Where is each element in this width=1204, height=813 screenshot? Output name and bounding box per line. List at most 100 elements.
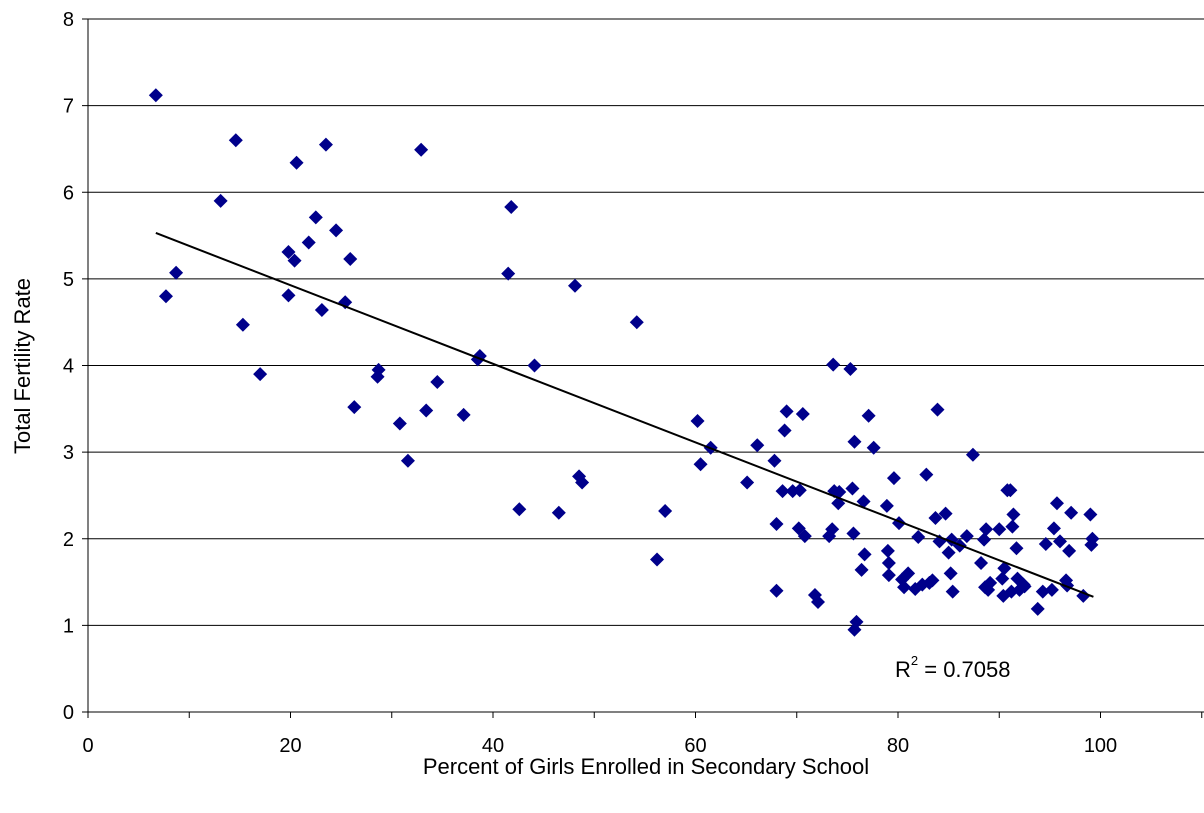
data-point xyxy=(650,552,665,567)
data-point xyxy=(1030,601,1045,616)
data-point xyxy=(430,374,445,389)
data-point xyxy=(826,357,841,372)
data-point xyxy=(1062,543,1077,558)
data-point xyxy=(979,522,994,537)
data-point xyxy=(1003,483,1018,498)
x-tick-label: 20 xyxy=(279,735,301,757)
data-point xyxy=(213,193,228,208)
data-point xyxy=(1006,507,1021,522)
data-point xyxy=(551,505,566,520)
data-point xyxy=(400,453,415,468)
data-point xyxy=(797,529,812,544)
data-point xyxy=(228,133,243,148)
data-point xyxy=(343,251,358,266)
data-point xyxy=(880,543,895,558)
data-point xyxy=(575,475,590,490)
data-point xyxy=(811,594,826,609)
data-point xyxy=(857,547,872,562)
data-point xyxy=(769,583,784,598)
data-point xyxy=(930,402,945,417)
data-point xyxy=(881,568,896,583)
trendline xyxy=(155,232,1094,598)
x-tick-label: 100 xyxy=(1084,735,1117,757)
data-point xyxy=(911,530,926,545)
data-point xyxy=(740,475,755,490)
r-squared-annotation: R2 = 0.7058 xyxy=(895,653,1011,682)
y-tick-label: 8 xyxy=(63,9,74,31)
y-tick-label: 6 xyxy=(63,182,74,204)
data-point xyxy=(938,506,953,521)
data-point xyxy=(843,361,858,376)
data-point xyxy=(658,504,673,519)
data-point xyxy=(881,556,896,571)
data-point xyxy=(854,562,869,577)
data-point xyxy=(281,245,296,260)
data-points xyxy=(148,88,1100,637)
y-tick-label: 1 xyxy=(63,615,74,637)
data-point xyxy=(1005,519,1020,534)
data-point xyxy=(925,573,940,588)
data-point xyxy=(795,407,810,422)
data-point xyxy=(1049,496,1064,511)
data-point xyxy=(901,566,916,581)
data-point xyxy=(371,362,386,377)
data-point xyxy=(158,289,173,304)
data-point xyxy=(392,416,407,431)
data-point xyxy=(1053,534,1067,549)
data-point xyxy=(329,223,344,238)
data-point xyxy=(235,317,250,332)
data-point xyxy=(886,471,901,486)
x-tick-label: 60 xyxy=(684,735,706,757)
x-axis-title: Percent of Girls Enrolled in Secondary S… xyxy=(423,754,869,779)
data-point xyxy=(846,526,861,541)
y-tick-label: 2 xyxy=(63,529,74,551)
data-point xyxy=(253,367,268,382)
data-point xyxy=(992,522,1007,537)
data-point xyxy=(769,517,784,532)
data-point xyxy=(832,484,847,499)
data-point xyxy=(1046,521,1061,536)
r-superscript: 2 xyxy=(911,653,918,668)
data-point xyxy=(289,155,304,170)
data-point xyxy=(845,481,860,496)
data-point xyxy=(1064,505,1079,520)
y-tick-label: 3 xyxy=(63,442,74,464)
data-point xyxy=(775,484,790,499)
data-point xyxy=(690,413,705,428)
data-point xyxy=(318,137,333,152)
data-point xyxy=(1038,536,1053,551)
data-point xyxy=(897,580,912,595)
data-point xyxy=(1017,579,1032,594)
data-point xyxy=(568,278,583,293)
data-point xyxy=(983,575,998,590)
data-point xyxy=(308,210,323,225)
data-point xyxy=(943,566,958,581)
data-point xyxy=(977,532,992,547)
data-point xyxy=(414,142,429,157)
data-point xyxy=(997,561,1012,576)
data-point xyxy=(693,457,708,472)
data-point xyxy=(856,494,871,509)
data-point xyxy=(287,253,302,268)
data-point xyxy=(527,358,542,373)
x-tick-label: 40 xyxy=(482,735,504,757)
data-point xyxy=(767,453,782,468)
data-point xyxy=(847,434,862,449)
data-point xyxy=(879,498,894,513)
data-point xyxy=(941,545,956,560)
data-point xyxy=(777,423,792,438)
x-axis-ticks: 0 20 40 60 80 100 xyxy=(82,712,1203,757)
data-point xyxy=(148,88,163,103)
data-point xyxy=(314,303,329,318)
data-point xyxy=(779,404,794,419)
r-label: R xyxy=(895,657,911,682)
y-tick-label: 4 xyxy=(63,356,74,378)
data-point xyxy=(456,407,471,422)
data-point xyxy=(512,502,527,517)
data-point xyxy=(919,467,934,482)
data-point xyxy=(945,584,960,599)
data-point xyxy=(750,438,765,453)
data-point xyxy=(959,529,974,544)
data-point xyxy=(301,235,316,250)
